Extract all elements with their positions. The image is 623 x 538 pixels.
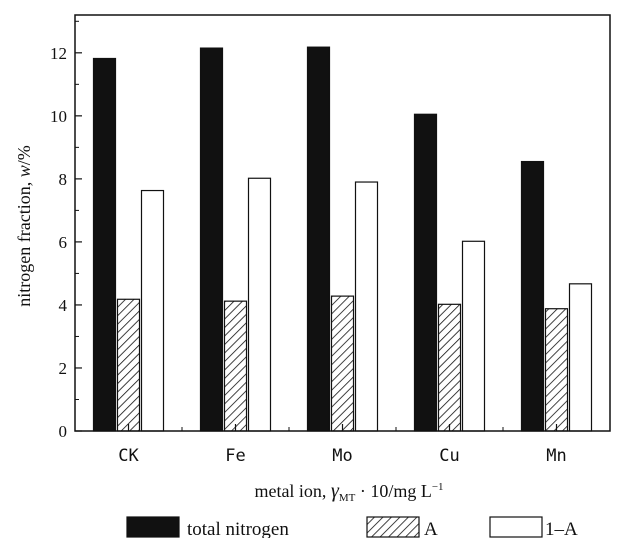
legend: total nitrogen A 1–A bbox=[126, 516, 578, 538]
x-tick-label-mn: Mn bbox=[546, 446, 566, 466]
bar-open-mo bbox=[354, 181, 379, 432]
x-tick-label-cu: Cu bbox=[439, 446, 459, 466]
bar-hatch-ck bbox=[116, 298, 141, 432]
bar-solid-mo bbox=[306, 46, 331, 432]
bar-hatch-mn bbox=[544, 308, 569, 432]
y-tick-label: 8 bbox=[59, 170, 68, 189]
x-tick-label-fe: Fe bbox=[225, 446, 245, 466]
x-axis-title-prefix: metal ion, bbox=[254, 481, 330, 501]
y-axis-title-prefix: nitrogen fraction, bbox=[14, 177, 34, 306]
y-axis: 0 2 4 6 8 10 12 bbox=[50, 20, 82, 441]
bar-hatch-mo bbox=[330, 295, 355, 432]
x-axis-title-unit: · 10/mg L bbox=[355, 481, 432, 501]
y-axis-title: nitrogen fraction, w/% bbox=[14, 145, 34, 306]
y-tick-label: 12 bbox=[50, 44, 67, 63]
y-tick-label: 2 bbox=[59, 359, 68, 378]
bar-open-mn bbox=[568, 283, 593, 432]
x-axis: CK Fe Mo Cu Mn bbox=[118, 424, 567, 466]
bar-open-cu bbox=[461, 240, 486, 432]
bar-solid-mn bbox=[520, 160, 545, 432]
y-tick-label: 10 bbox=[50, 107, 67, 126]
legend-label-open: 1–A bbox=[545, 519, 578, 538]
bar-open-ck bbox=[140, 189, 165, 432]
x-tick-label-mo: Mo bbox=[332, 446, 352, 466]
y-axis-title-symbol: w bbox=[14, 165, 34, 177]
y-axis-title-unit: /% bbox=[14, 145, 34, 165]
plot-frame bbox=[74, 14, 611, 432]
x-axis-title: metal ion, γMT · 10/mg L−1 bbox=[254, 480, 443, 504]
legend-swatch-solid bbox=[126, 516, 180, 538]
bar-solid-cu bbox=[413, 113, 438, 432]
bar-hatch-cu bbox=[437, 303, 462, 432]
bar-solid-fe bbox=[199, 47, 224, 432]
bars-group bbox=[92, 46, 593, 432]
x-axis-title-subscript: MT bbox=[339, 492, 356, 504]
x-tick-label-ck: CK bbox=[118, 446, 139, 466]
bar-solid-ck bbox=[92, 57, 117, 432]
legend-label-solid: total nitrogen bbox=[187, 519, 289, 538]
legend-label-hatch: A bbox=[424, 519, 438, 538]
legend-swatch-open bbox=[489, 516, 543, 538]
y-tick-label: 6 bbox=[59, 233, 68, 252]
y-tick-label: 0 bbox=[59, 422, 68, 441]
legend-swatch-hatch bbox=[366, 516, 420, 538]
bar-open-fe bbox=[247, 177, 272, 432]
x-axis-title-superscript: −1 bbox=[432, 481, 444, 493]
bar-hatch-fe bbox=[223, 300, 248, 432]
y-tick-label: 4 bbox=[59, 296, 68, 315]
x-axis-title-symbol: γ bbox=[331, 480, 340, 502]
